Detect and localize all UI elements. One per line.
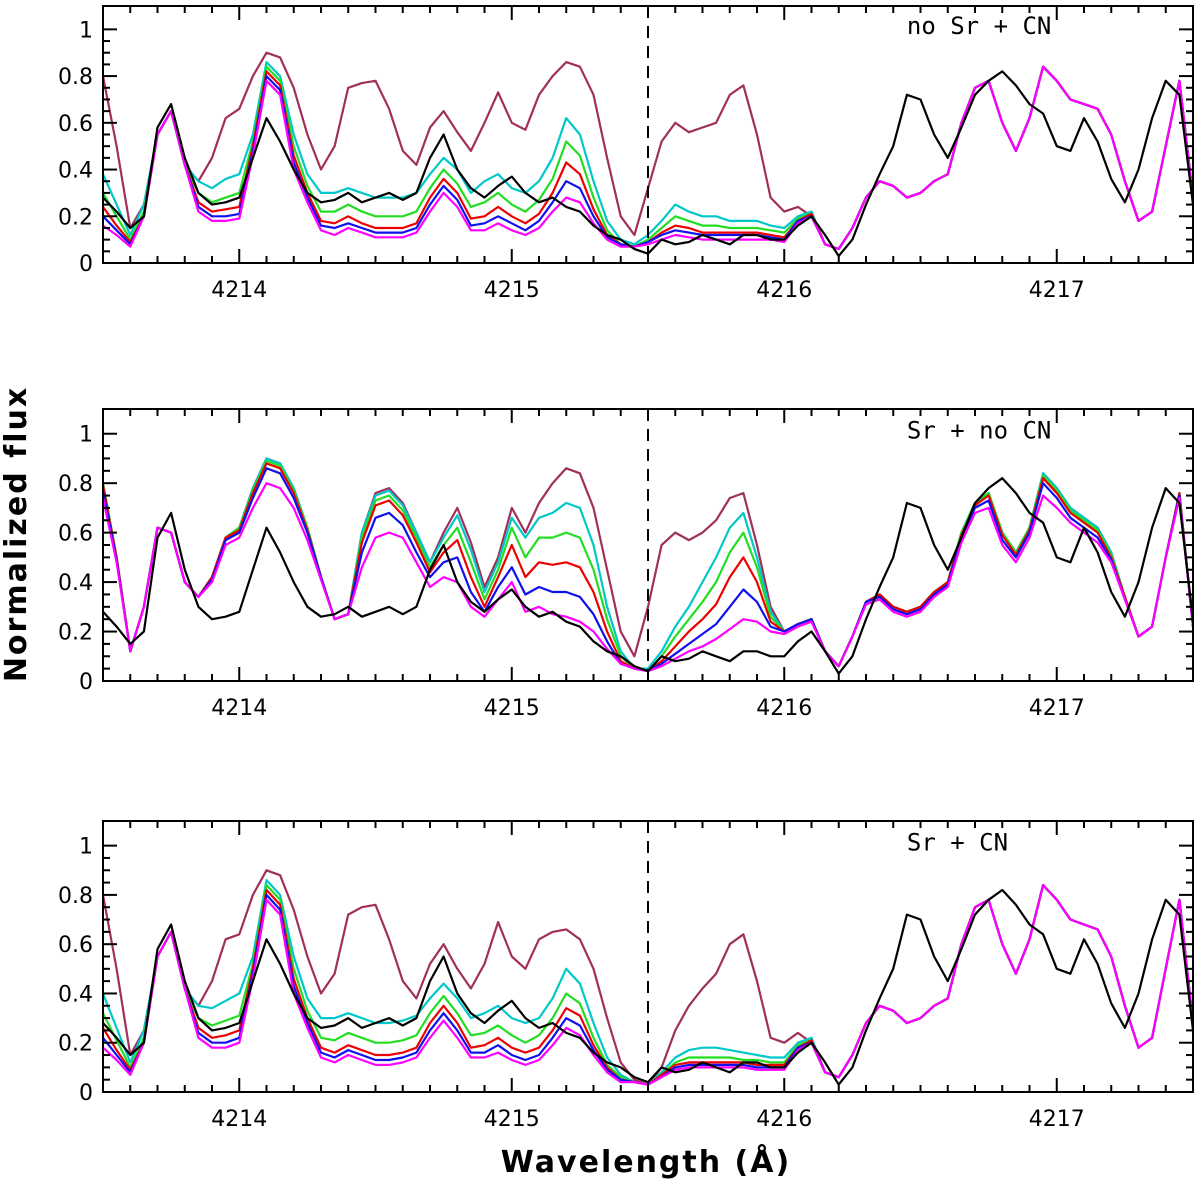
panel-1: 0 0.2 0.4 0.6 0.8 1 4214 4215 4216 4217 no Sr + CN <box>58 5 1194 303</box>
y-tick-label: 0.4 <box>58 571 93 596</box>
y-tick-label: 0.8 <box>58 472 93 497</box>
x-tick-label: 4214 <box>211 278 267 303</box>
x-tick-label: 4215 <box>484 1107 540 1132</box>
series-model-6-line <box>103 65 1193 251</box>
x-tick-label: 4217 <box>1029 696 1085 721</box>
y-tick-label: 0 <box>79 670 93 695</box>
panel-3: 0 0.2 0.4 0.6 0.8 1 4214 4215 4216 4217 Sr + CN <box>58 820 1194 1132</box>
y-tick-label: 0 <box>79 1081 93 1106</box>
y-tick-label: 1 <box>79 835 93 860</box>
panel-1-series-group <box>103 51 1193 258</box>
panel-label: no Sr + CN <box>907 12 1052 40</box>
y-tick-label: 1 <box>79 18 93 43</box>
x-tick-label: 4214 <box>211 696 267 721</box>
y-tick-label: 0.8 <box>58 65 93 90</box>
y-tick-label: 0.6 <box>58 933 93 958</box>
y-tick-label: 0.2 <box>58 621 93 646</box>
y-tick-label: 0.4 <box>58 159 93 184</box>
y-tick-label: 0.4 <box>58 982 93 1007</box>
x-tick-label: 4215 <box>484 278 540 303</box>
y-tick-label: 0.2 <box>58 1032 93 1057</box>
x-tick-label: 4214 <box>211 1107 267 1132</box>
x-tick-label: 4216 <box>756 696 812 721</box>
y-tick-label: 0.6 <box>58 522 93 547</box>
y-tick-label: 0 <box>79 252 93 277</box>
panel-label: Sr + CN <box>907 829 1008 857</box>
y-tick-label: 0.6 <box>58 112 93 137</box>
x-tick-label: 4216 <box>756 1107 812 1132</box>
x-tick-label: 4217 <box>1029 278 1085 303</box>
y-tick-label: 0.8 <box>58 884 93 909</box>
y-axis-label: Normalized flux <box>0 386 34 682</box>
x-axis-label: Wavelength (Å) <box>501 1143 791 1180</box>
y-tick-label: 1 <box>79 423 93 448</box>
x-tick-label: 4217 <box>1029 1107 1085 1132</box>
panel-2: 0 0.2 0.4 0.6 0.8 1 4214 4215 4216 4217 Sr + no CN <box>58 408 1194 721</box>
panel-label: Sr + no CN <box>907 417 1052 445</box>
y-tick-label: 0.2 <box>58 205 93 230</box>
x-tick-label: 4215 <box>484 696 540 721</box>
x-tick-label: 4216 <box>756 278 812 303</box>
